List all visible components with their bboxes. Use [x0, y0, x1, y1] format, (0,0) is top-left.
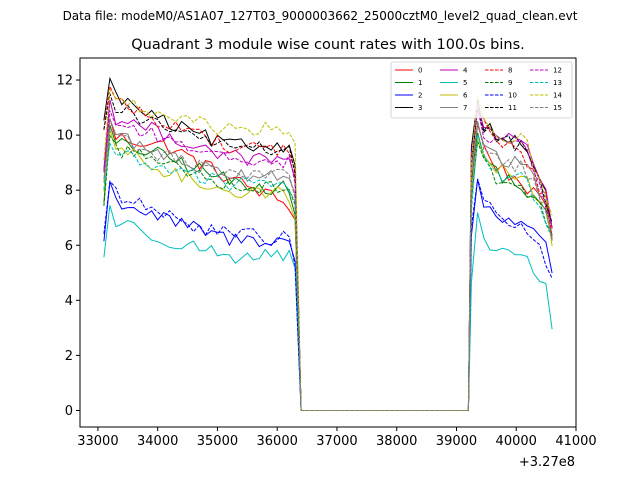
legend-label-1: 1: [418, 79, 422, 87]
legend-label-15: 15: [553, 104, 562, 112]
x-tick-label: 35000: [197, 434, 238, 449]
legend-label-11: 11: [508, 104, 517, 112]
legend-box: [390, 61, 573, 119]
x-tick-label: 36000: [257, 434, 298, 449]
x-offset-label: +3.27e8: [519, 455, 575, 470]
legend-label-10: 10: [508, 92, 517, 100]
legend-label-8: 8: [508, 67, 512, 75]
series-line-8: [103, 84, 553, 411]
series-line-3: [103, 76, 553, 411]
y-tick-label: 0: [65, 404, 73, 419]
x-tick-label: 33000: [77, 434, 118, 449]
series-line-11: [103, 93, 553, 411]
ticks: 33000 34000 35000 36000 37000 38000 39000 40000…: [56, 74, 596, 449]
y-tick-label: 2: [65, 349, 73, 364]
y-tick-label: 4: [65, 294, 73, 309]
y-tick-label: 6: [65, 239, 73, 254]
plot-lines: [103, 76, 553, 411]
series-line-12: [103, 108, 553, 411]
legend-label-14: 14: [553, 92, 562, 100]
series-line-9: [103, 134, 553, 411]
x-tick-label: 41000: [555, 434, 596, 449]
chart-suptitle: Data file: modeM0/AS1A07_127T03_90000036…: [63, 9, 578, 23]
legend-label-2: 2: [418, 92, 422, 100]
y-tick-label: 12: [56, 74, 73, 89]
legend-label-6: 6: [463, 92, 468, 100]
series-line-2: [103, 179, 553, 411]
legend-label-7: 7: [463, 104, 467, 112]
series-line-13: [103, 134, 553, 411]
x-tick-label: 38000: [376, 434, 417, 449]
y-tick-label: 8: [65, 184, 73, 199]
x-tick-label: 39000: [436, 434, 477, 449]
series-line-7: [103, 118, 553, 411]
series-line-1: [103, 125, 553, 411]
legend-label-0: 0: [418, 67, 422, 75]
legend-label-13: 13: [553, 79, 562, 87]
legend-label-4: 4: [463, 67, 468, 75]
x-tick-label: 40000: [496, 434, 537, 449]
legend-label-3: 3: [418, 104, 422, 112]
x-tick-label: 37000: [316, 434, 357, 449]
y-tick-label: 10: [56, 129, 73, 144]
legend-label-12: 12: [553, 67, 562, 75]
series-line-10: [103, 178, 553, 411]
series-line-14: [103, 88, 553, 411]
series-line-5: [103, 205, 553, 411]
series-line-6: [103, 129, 553, 411]
axes-frame: [79, 57, 577, 428]
x-tick-label: 34000: [137, 434, 178, 449]
series-line-0: [103, 118, 553, 411]
legend-label-5: 5: [463, 79, 467, 87]
legend-label-9: 9: [508, 79, 512, 87]
series-line-15: [103, 120, 553, 411]
chart-title: Quadrant 3 module wise count rates with …: [131, 37, 525, 53]
axes-border: [79, 57, 577, 428]
